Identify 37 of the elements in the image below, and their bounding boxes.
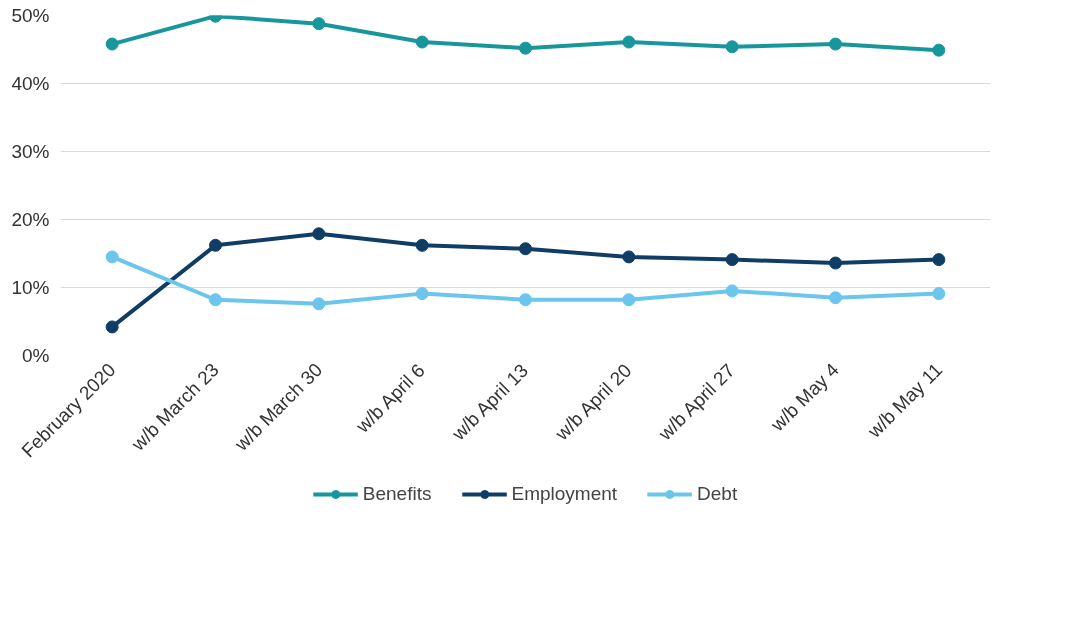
point <box>312 17 326 31</box>
point <box>105 37 119 51</box>
point <box>725 253 739 267</box>
point <box>932 253 946 267</box>
point <box>415 287 429 301</box>
y-tick-label: 10% <box>11 277 50 298</box>
point <box>725 284 739 298</box>
point <box>209 293 222 307</box>
point <box>829 291 842 305</box>
point <box>519 41 532 55</box>
y-tick-label: 30% <box>11 141 50 162</box>
y-tick-label: 20% <box>11 209 50 230</box>
legend-label: Employment <box>511 482 618 505</box>
point <box>105 320 119 334</box>
point <box>622 250 636 264</box>
legend-label: Benefits <box>362 482 432 505</box>
point <box>622 35 636 49</box>
point <box>415 238 429 252</box>
y-tick-label: 40% <box>11 73 50 94</box>
point <box>312 227 326 241</box>
legend-label: Debt <box>697 482 738 505</box>
x-tick-label: w/b May 11 <box>863 359 947 443</box>
point <box>829 37 842 51</box>
point <box>622 293 636 307</box>
point <box>519 293 532 307</box>
y-tick-label: 50% <box>11 5 50 26</box>
y-tick-label: 0% <box>22 345 50 366</box>
point <box>829 256 842 270</box>
point <box>312 297 326 311</box>
point <box>105 250 119 264</box>
point <box>415 35 429 49</box>
x-tick-label: w/b May 4 <box>766 358 844 436</box>
point <box>932 43 946 57</box>
point <box>209 238 222 252</box>
point <box>932 287 946 301</box>
point <box>519 242 532 256</box>
point <box>725 40 739 54</box>
